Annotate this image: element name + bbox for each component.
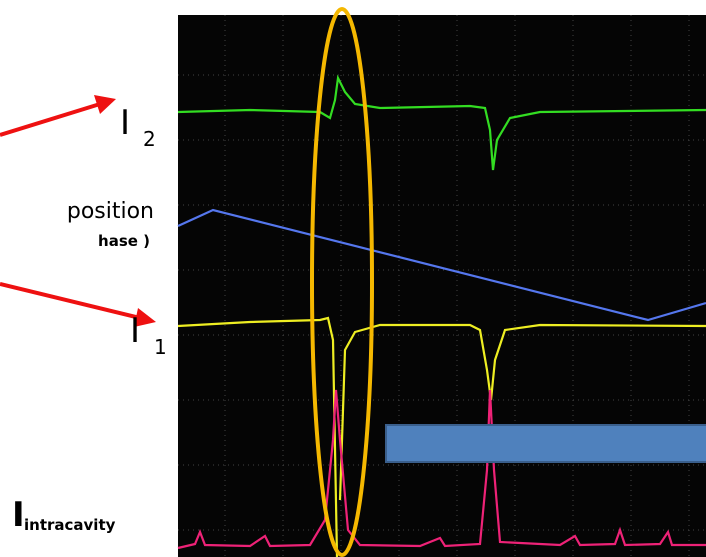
label-i1-main: I [130, 311, 140, 351]
blue-box [386, 425, 706, 462]
label-intracavity-main: I [12, 495, 25, 535]
label-i2-sub: 2 [143, 127, 156, 151]
label-position: position [67, 199, 154, 224]
scope-screen [178, 15, 706, 557]
label-phase: hase ) [98, 232, 150, 250]
arrow-i2 [0, 95, 116, 135]
scope-figure: I 2 position hase ) I 1 I intracavity [0, 0, 706, 557]
label-i1-sub: 1 [154, 335, 167, 359]
label-i2-main: I [120, 103, 130, 143]
label-intracavity-sub: intracavity [24, 516, 116, 534]
